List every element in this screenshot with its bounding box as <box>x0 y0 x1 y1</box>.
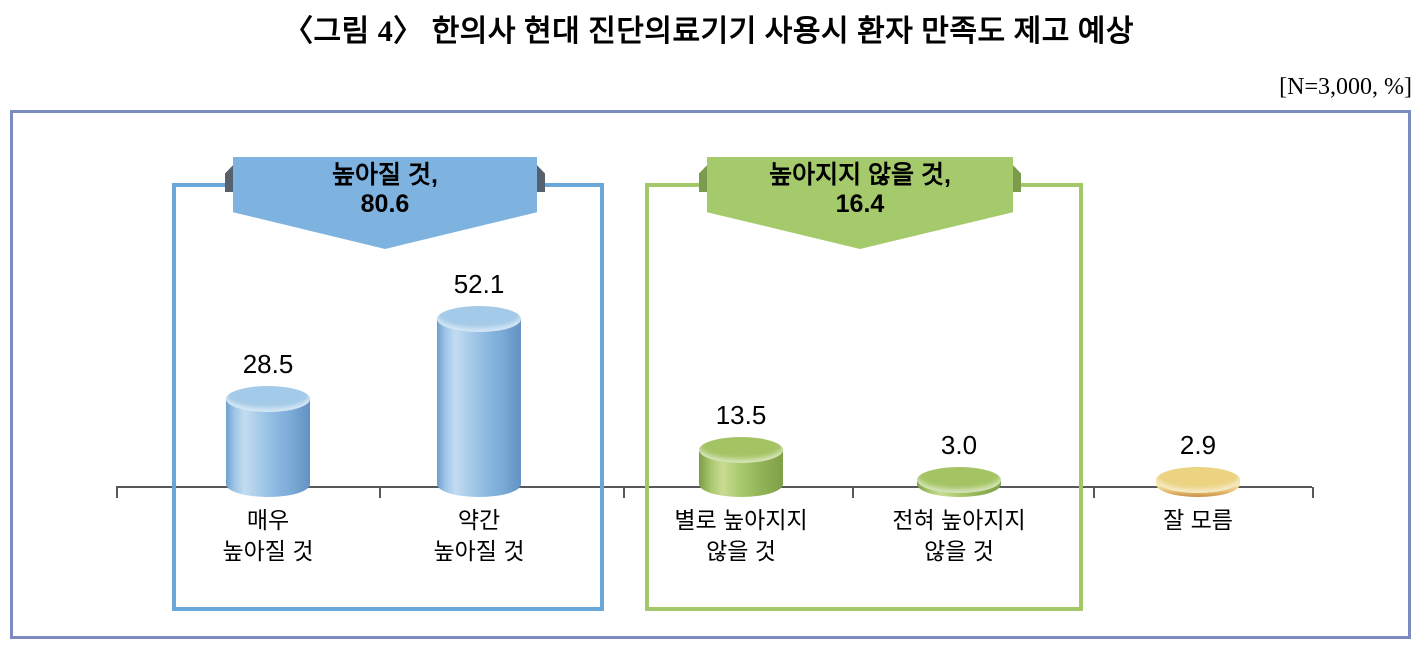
bar-value-label: 28.5 <box>242 349 294 379</box>
no-increase-callout-ribbon: 높아지지 않을 것, 16.4 <box>699 157 1021 249</box>
callout-text: 높아지지 않을 것, <box>769 161 951 189</box>
x-axis-tick <box>623 487 625 498</box>
bar-cylinder-4 <box>917 467 1001 497</box>
cylinder-top <box>437 306 521 332</box>
x-axis-tick <box>379 487 381 498</box>
bar-category-label: 잘 모름 <box>1083 505 1313 536</box>
callout-value: 16.4 <box>835 190 885 218</box>
bar-cylinder-2 <box>437 306 521 497</box>
bar-category-label-line: 않을 것 <box>924 538 994 564</box>
bar-category-label-line: 전혀 높아지지 <box>892 507 1026 533</box>
increase-callout-ribbon: 높아질 것, 80.6 <box>225 157 545 249</box>
x-axis-tick <box>1093 487 1095 498</box>
bar-value-label: 2.9 <box>1179 430 1217 460</box>
bar-category-label-line: 높아질 것 <box>433 538 525 564</box>
bar-value-label: 13.5 <box>715 400 767 430</box>
x-axis-tick <box>852 487 854 498</box>
bar-category-label-line: 잘 모름 <box>1163 507 1233 533</box>
no-increase-callout-label: 높아지지 않을 것, 16.4 <box>707 161 1013 219</box>
bar-category-label-line: 약간 <box>457 507 501 533</box>
bar-category-label-line: 별로 높아지지 <box>674 507 808 533</box>
bar-category-label-line: 높아질 것 <box>222 538 314 564</box>
bar-cylinder-1 <box>226 386 310 497</box>
bar-cylinder-3 <box>699 437 783 497</box>
bar-value-label: 3.0 <box>940 430 978 460</box>
sample-size-note: [N=3,000, %] <box>1279 74 1412 100</box>
x-axis-tick <box>1312 487 1314 498</box>
bar-cylinder-5 <box>1156 467 1240 497</box>
cylinder-body <box>226 399 310 497</box>
x-axis-tick <box>116 487 118 498</box>
figure-title: 〈그림 4〉 한의사 현대 진단의료기기 사용시 환자 만족도 제고 예상 <box>283 15 1134 48</box>
cylinder-top <box>1156 467 1240 493</box>
callout-text: 높아질 것, <box>332 161 438 189</box>
bar-category-label-line: 않을 것 <box>706 538 776 564</box>
increase-callout-label: 높아질 것, 80.6 <box>233 161 537 219</box>
cylinder-top <box>699 437 783 463</box>
cylinder-body <box>437 319 521 497</box>
callout-value: 80.6 <box>360 190 410 218</box>
bar-value-label: 52.1 <box>453 269 505 299</box>
cylinder-top <box>226 386 310 412</box>
bar-category-label-line: 매우 <box>246 507 290 533</box>
cylinder-top <box>917 467 1001 493</box>
